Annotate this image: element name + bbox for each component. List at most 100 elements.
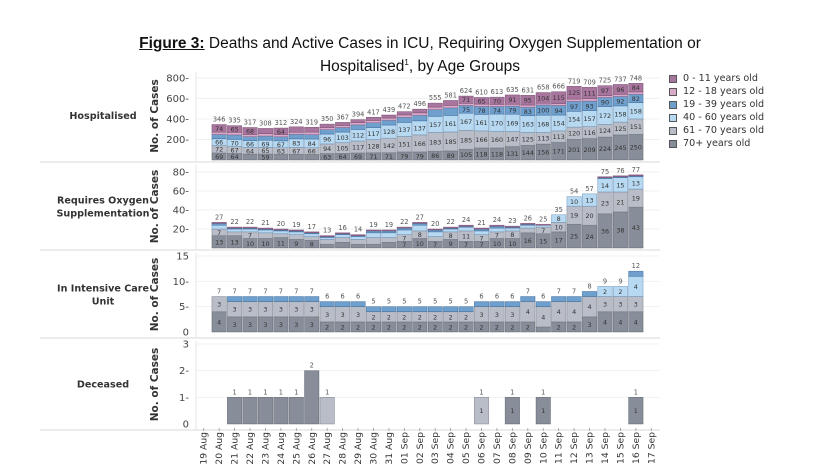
bar-segment <box>242 228 258 233</box>
segment-label: 158 <box>614 110 626 118</box>
bar-segment <box>273 233 289 238</box>
legend: 0 - 11 years old 12 - 18 years old 19 - … <box>669 72 764 150</box>
bar-segment <box>597 176 613 178</box>
total-label: 719 <box>568 77 581 85</box>
segment-label: 169 <box>506 119 518 127</box>
segment-label: 13 <box>632 179 640 187</box>
segment-label: 2 <box>618 288 622 296</box>
segment-label: 105 <box>460 151 472 159</box>
total-label: 610 <box>475 88 488 96</box>
bar-segment <box>427 102 443 108</box>
segment-label: 4 <box>526 308 530 316</box>
bar-segment <box>504 94 520 105</box>
bar-segment <box>304 127 320 133</box>
bar-segment <box>396 226 412 229</box>
bar-segment <box>628 397 644 425</box>
segment-label: 23 <box>601 199 609 207</box>
total-label: 22 <box>246 218 254 226</box>
segment-label: 2 <box>371 323 375 331</box>
y-tick-label: 400- <box>166 115 189 126</box>
legend-swatch <box>669 139 677 148</box>
total-label: 57 <box>585 185 593 193</box>
segment-label: 90 <box>601 99 609 107</box>
y-tick-label: 600- <box>166 94 189 105</box>
y-axis-title: No. of Cases <box>149 258 161 332</box>
segment-label: 67 <box>277 141 285 149</box>
total-label: 581 <box>444 91 457 99</box>
bar-segment <box>489 224 505 227</box>
segment-label: 115 <box>553 94 565 102</box>
segment-label: 125 <box>568 89 580 97</box>
bar-segment <box>566 196 582 207</box>
total-label: 35 <box>554 206 562 214</box>
total-label: 1 <box>294 388 298 396</box>
segment-label: 116 <box>583 129 595 137</box>
total-label: 1 <box>248 388 252 396</box>
bar-segment <box>612 286 628 297</box>
total-label: 7 <box>310 288 314 296</box>
total-label: 308 <box>259 119 272 127</box>
total-label: 394 <box>352 111 365 119</box>
bar-segment <box>381 232 397 238</box>
segment-label: 4 <box>557 308 561 316</box>
total-label: 23 <box>508 217 516 225</box>
legend-item: 0 - 11 years old <box>669 72 764 85</box>
segment-label: 84 <box>632 84 640 92</box>
bar-segment <box>520 227 536 234</box>
segment-label: 2 <box>526 323 530 331</box>
bar-segment <box>319 235 335 237</box>
segment-label: 13 <box>231 238 239 246</box>
row-label: Supplementation <box>57 209 150 220</box>
bar-segment <box>365 232 381 238</box>
segment-label: 7 <box>433 241 437 249</box>
segment-label: 82 <box>632 95 640 103</box>
bar-segment <box>381 237 397 243</box>
bar-segment <box>443 228 459 233</box>
segment-label: 65 <box>261 147 269 155</box>
bar-segment <box>473 97 490 105</box>
total-label: 27 <box>416 213 424 221</box>
segment-label: 183 <box>429 138 441 146</box>
segment-label: 2 <box>341 323 345 331</box>
bar-segment <box>628 174 644 177</box>
total-label: 5 <box>418 298 422 306</box>
segment-label: 3 <box>279 321 283 329</box>
segment-label: 83 <box>524 108 532 116</box>
bar-segment <box>365 237 381 245</box>
segment-label: 13 <box>215 238 223 246</box>
bar-segment <box>288 231 304 236</box>
bar-segment <box>335 234 351 238</box>
x-tick-label: 21 Aug <box>230 432 241 465</box>
total-label: 26 <box>524 214 532 222</box>
segment-label: 120 <box>568 130 580 138</box>
x-tick-label: 08 Sep <box>507 432 518 464</box>
segment-label: 4 <box>634 283 638 291</box>
y-tick-label: 0 <box>183 328 189 339</box>
bar-segment <box>427 236 443 242</box>
segment-label: 157 <box>583 115 595 123</box>
total-label: 12 <box>632 262 640 270</box>
bar-segment <box>227 397 243 425</box>
row-label: Requires Oxygen <box>57 196 149 207</box>
row-label: Hospitalised <box>69 111 136 122</box>
segment-label: 3 <box>479 311 483 319</box>
segment-label: 3 <box>495 311 499 319</box>
x-tick-label: 23 Aug <box>260 432 271 465</box>
x-tick-label: 26 Aug <box>307 432 318 465</box>
y-axis-title: No. of Cases <box>149 170 161 244</box>
bar-segment <box>381 114 397 119</box>
bar-segment <box>273 228 289 231</box>
segment-label: 3 <box>233 321 237 329</box>
bar-segment <box>396 111 412 116</box>
y-tick-label: 200- <box>166 135 189 146</box>
segment-label: 125 <box>522 135 534 143</box>
bar-segment <box>304 131 320 135</box>
y-tick-label: 2- <box>179 366 189 377</box>
bar-segment <box>412 112 428 116</box>
segment-label: 2 <box>402 323 406 331</box>
bar-segment <box>443 100 459 106</box>
x-tick-label: 19 Aug <box>199 432 210 465</box>
segment-label: 9 <box>294 240 298 248</box>
segment-label: 160 <box>491 136 503 144</box>
bar-segment <box>412 222 428 224</box>
